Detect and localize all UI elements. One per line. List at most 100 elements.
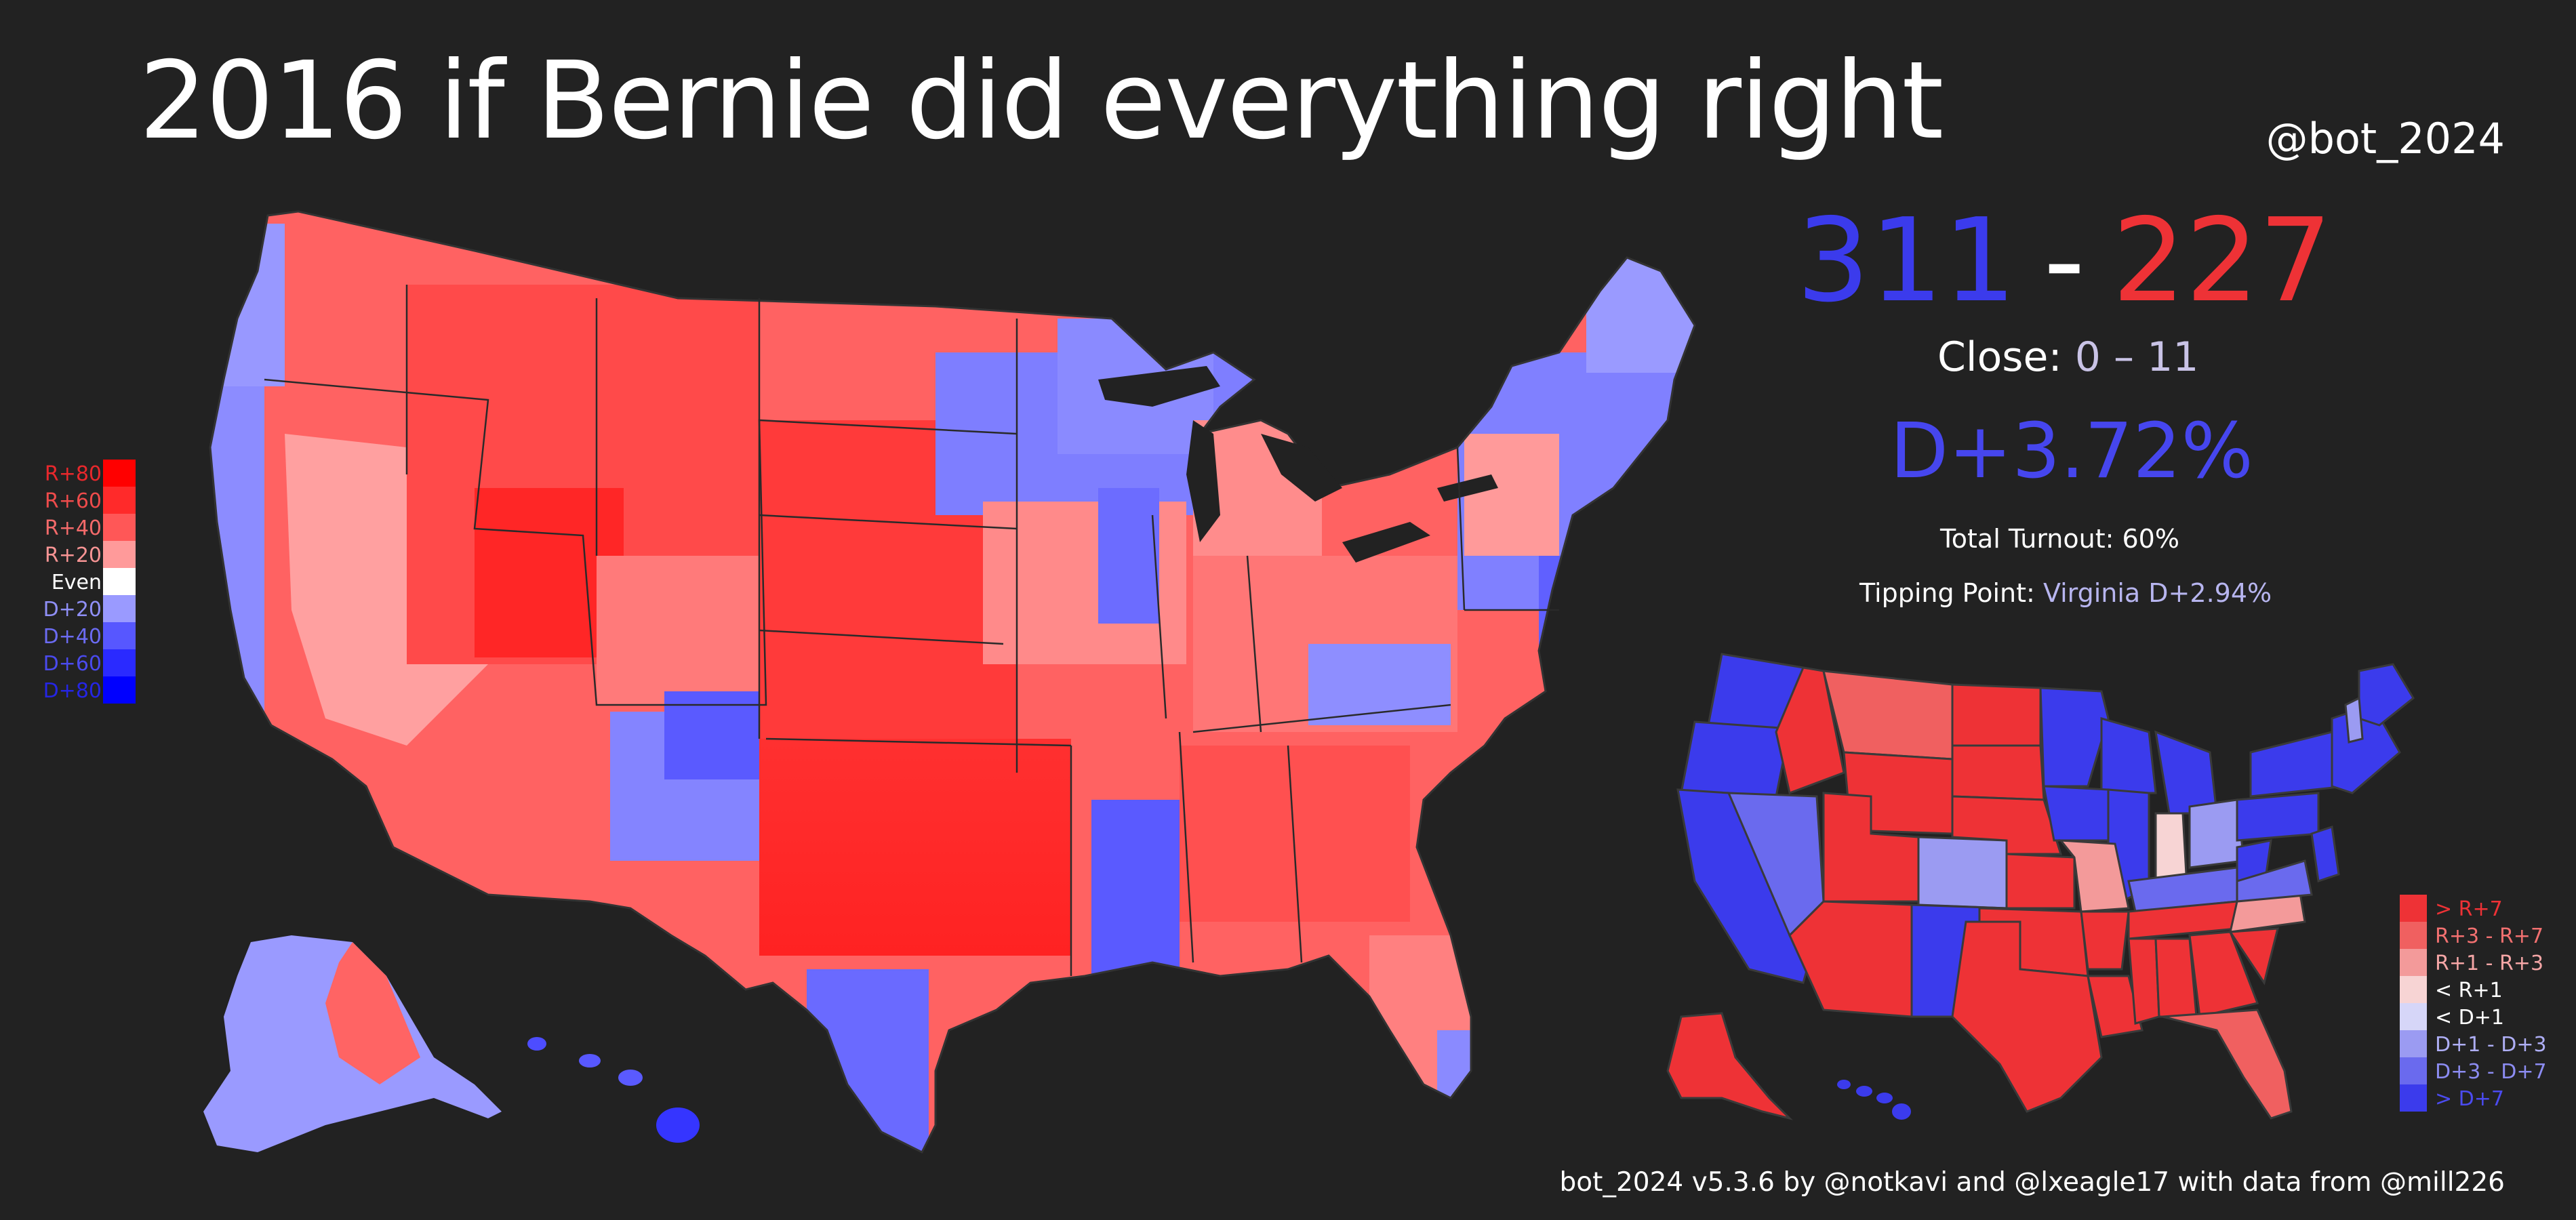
- score-separator: -: [2043, 194, 2085, 328]
- state-ia: [2042, 785, 2116, 842]
- legend-swatch: [103, 568, 136, 595]
- state-sc: [2228, 927, 2279, 985]
- legend-label: R+80: [44, 462, 102, 486]
- legend-swatch: [103, 595, 136, 622]
- state-pa: [2236, 792, 2320, 842]
- hawaii-county: [527, 1037, 700, 1143]
- legend-label: D+80: [43, 679, 102, 703]
- state-nh: [2344, 696, 2364, 744]
- legend-row: < R+1: [2400, 976, 2556, 1003]
- state-co: [1917, 836, 2008, 910]
- state-mo: [2058, 839, 2130, 913]
- state-al: [2154, 937, 2198, 1018]
- state-nd: [1951, 683, 2042, 747]
- state-borders: [264, 285, 1559, 976]
- dem-electoral-votes: 311: [1796, 194, 2017, 328]
- legend-label: < R+1: [2435, 979, 2503, 1002]
- legend-label: D+20: [43, 598, 102, 622]
- state-mt: [1822, 670, 1954, 760]
- legend-label: R+60: [44, 489, 102, 513]
- close-value: 0 – 11: [2074, 333, 2199, 381]
- legend-row: D+1 - D+3: [2400, 1030, 2556, 1057]
- legend-label: D+40: [43, 625, 102, 649]
- legend-row: > D+7: [2400, 1084, 2556, 1112]
- state-sd: [1951, 744, 2045, 801]
- legend-label: Even: [51, 571, 102, 594]
- state-ks: [2005, 853, 2076, 910]
- electoral-vote-score: 311-227: [1796, 203, 2332, 319]
- state-la: [2087, 975, 2144, 1038]
- state-mi: [2154, 730, 2218, 815]
- state-va: [2236, 859, 2313, 903]
- legend-row: R+80: [34, 460, 136, 487]
- state-ak: [1666, 1012, 1793, 1120]
- legend-row: D+3 - D+7: [2400, 1057, 2556, 1084]
- legend-swatch: [103, 649, 136, 676]
- close-states: Close: 0 – 11: [1937, 333, 2198, 381]
- tipping-point-label: Tipping Point:: [1859, 578, 2035, 608]
- tipping-point: Tipping Point: Virginia D+2.94%: [1859, 578, 2272, 608]
- state-az: [1788, 900, 1913, 1018]
- legend-swatch: [2400, 1057, 2427, 1084]
- state-me: [2358, 663, 2415, 727]
- legend-row: D+40: [34, 622, 136, 649]
- legend-swatch: [2400, 949, 2427, 976]
- state-tx: [1951, 920, 2103, 1113]
- great-lakes: [1098, 366, 1498, 563]
- legend-label: D+3 - D+7: [2435, 1060, 2547, 1084]
- legend-label: > R+7: [2435, 897, 2503, 921]
- legend-swatch: [2400, 1084, 2427, 1112]
- total-turnout: Total Turnout: 60%: [1940, 524, 2179, 554]
- page-title: 2016 if Bernie did everything right: [139, 39, 1944, 163]
- county-legend: R+80 R+60 R+40 R+20 Even D+20 D+40 D+60 …: [34, 460, 136, 704]
- state-hi: [1837, 1080, 1911, 1120]
- legend-row: < D+1: [2400, 1003, 2556, 1030]
- state-oh: [2188, 798, 2245, 869]
- legend-swatch: [103, 676, 136, 704]
- state-in: [2154, 812, 2188, 882]
- state-id: [1775, 666, 1845, 795]
- state-wi: [2100, 717, 2157, 794]
- tipping-point-value: Virginia D+2.94%: [2042, 578, 2272, 608]
- legend-swatch: [2400, 1003, 2427, 1030]
- state-or: [1680, 720, 1791, 798]
- state-mn: [2039, 687, 2110, 788]
- legend-swatch: [103, 487, 136, 514]
- legend-swatch: [2400, 895, 2427, 922]
- legend-label: < D+1: [2435, 1006, 2504, 1030]
- legend-row: D+60: [34, 649, 136, 676]
- legend-swatch: [103, 541, 136, 568]
- legend-label: R+40: [44, 516, 102, 540]
- legend-row: > R+7: [2400, 895, 2556, 922]
- legend-label: D+1 - D+3: [2435, 1033, 2547, 1057]
- legend-row: R+1 - R+3: [2400, 949, 2556, 976]
- legend-row: D+20: [34, 595, 136, 622]
- state-ar: [2080, 910, 2130, 971]
- legend-row: R+3 - R+7: [2400, 922, 2556, 949]
- popular-vote-margin: D+3.72%: [1890, 407, 2253, 495]
- legend-swatch: [2400, 976, 2427, 1003]
- state-shapes: [1676, 653, 2415, 1120]
- legend-row: R+40: [34, 514, 136, 541]
- account-handle: @bot_2024: [2266, 114, 2505, 163]
- legend-row: D+80: [34, 676, 136, 704]
- legend-label: > D+7: [2435, 1087, 2504, 1111]
- legend-label: R+3 - R+7: [2435, 924, 2544, 948]
- legend-label: R+20: [44, 544, 102, 567]
- legend-swatch: [103, 622, 136, 649]
- legend-swatch: [2400, 1030, 2427, 1057]
- legend-swatch: [103, 514, 136, 541]
- state-fl: [2162, 1009, 2293, 1120]
- state-md-de-nj: [2310, 826, 2340, 882]
- footer-credit: bot_2024 v5.3.6 by @notkavi and @lxeagle…: [1559, 1167, 2505, 1198]
- legend-row: R+20: [34, 541, 136, 568]
- legend-row: Even: [34, 568, 136, 595]
- legend-swatch: [103, 460, 136, 487]
- close-label: Close:: [1937, 333, 2062, 381]
- legend-row: R+60: [34, 487, 136, 514]
- legend-swatch: [2400, 922, 2427, 949]
- legend-label: D+60: [43, 652, 102, 676]
- legend-label: R+1 - R+3: [2435, 952, 2544, 975]
